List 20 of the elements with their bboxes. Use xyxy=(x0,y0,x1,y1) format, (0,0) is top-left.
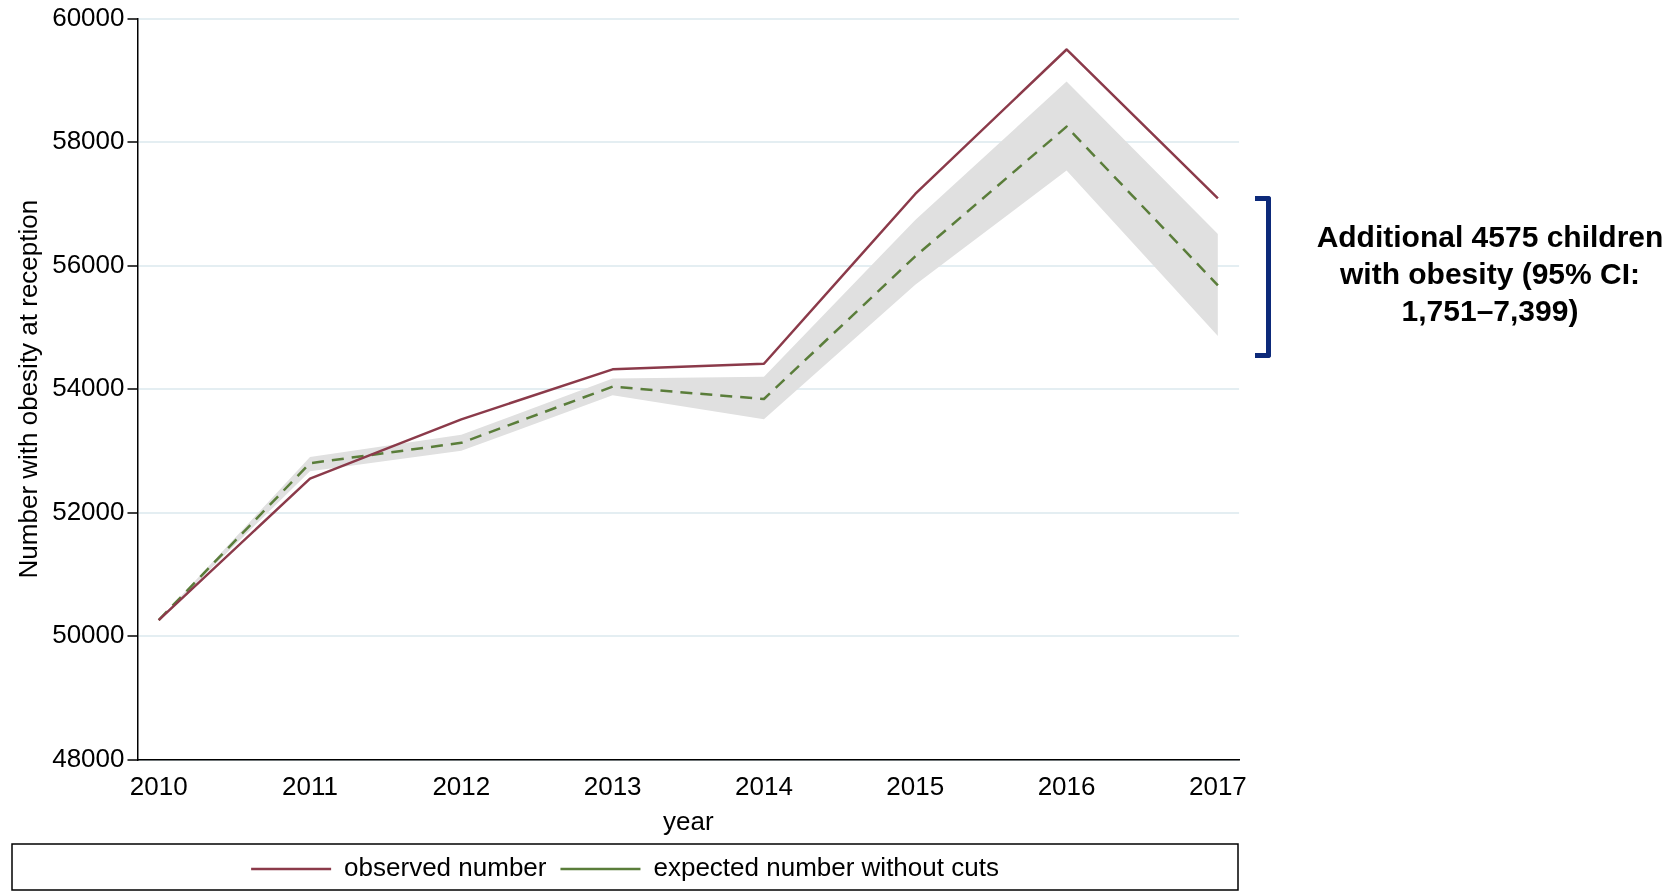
y-tick-label: 50000 xyxy=(52,619,125,650)
x-axis-title: year xyxy=(663,805,714,836)
y-tick-label: 60000 xyxy=(52,1,125,32)
legend-label: observed number xyxy=(344,852,547,883)
x-tick-label: 2011 xyxy=(282,771,338,802)
y-tick-label: 56000 xyxy=(52,248,125,279)
y-tick-label: 58000 xyxy=(52,125,125,156)
x-tick-label: 2014 xyxy=(735,771,793,802)
x-tick-label: 2017 xyxy=(1188,771,1247,802)
y-axis-title: Number with obesity at reception xyxy=(12,199,43,579)
x-tick-label: 2016 xyxy=(1037,771,1096,802)
y-tick-label: 48000 xyxy=(52,742,125,773)
y-tick-label: 52000 xyxy=(52,495,125,526)
x-tick-label: 2015 xyxy=(886,771,945,802)
y-tick-label: 54000 xyxy=(52,372,125,403)
x-tick-label: 2012 xyxy=(432,771,491,802)
x-tick-label: 2010 xyxy=(129,771,188,802)
legend-label: expected number without cuts xyxy=(653,852,999,883)
x-tick-label: 2013 xyxy=(583,771,642,802)
text: Additional 4575 children with obesity (95% CI: 1,751–7,399) xyxy=(1315,219,1665,329)
